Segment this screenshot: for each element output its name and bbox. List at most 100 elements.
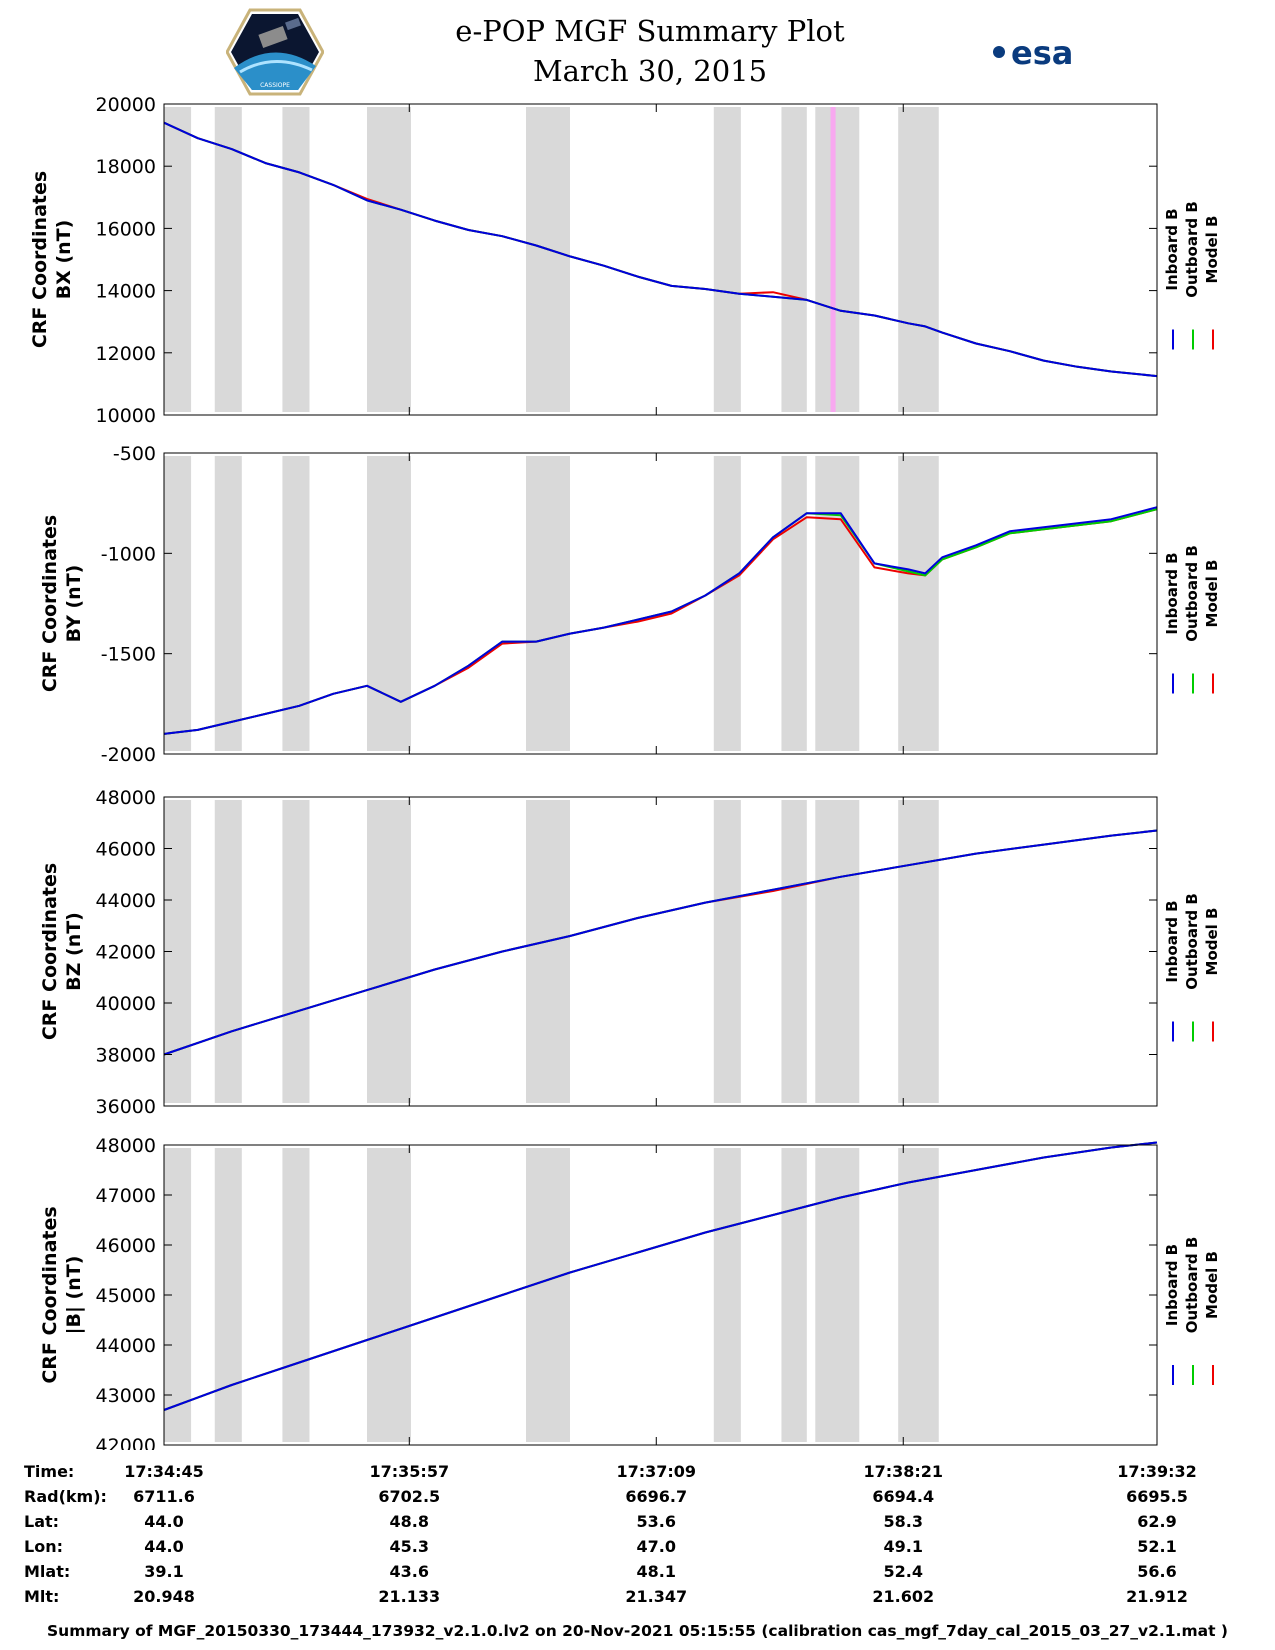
ephemeris-value: 47.0 — [636, 1537, 677, 1556]
y-tick-label: 12000 — [96, 343, 156, 365]
y-tick-label: 40000 — [96, 993, 156, 1015]
ephemeris-value: 6702.5 — [378, 1487, 441, 1506]
gap-band — [366, 1148, 411, 1442]
gap-band — [898, 1148, 939, 1442]
ephemeris-row-label: Lon: — [24, 1537, 63, 1556]
gap-band — [366, 107, 411, 412]
gap-band — [713, 1148, 741, 1442]
gap-band — [282, 456, 310, 751]
ephemeris-value: 53.6 — [636, 1512, 677, 1531]
esa-logo-text: esa — [1011, 34, 1073, 72]
y-axis-label: CRF Coordinates BY (nT) — [39, 515, 85, 692]
ephemeris-value: 45.3 — [389, 1537, 430, 1556]
series-model-b — [163, 1141, 1158, 1411]
ephemeris-value: 52.4 — [883, 1562, 923, 1581]
plot-date: March 30, 2015 — [532, 54, 768, 88]
legend-label: Outboard B — [1183, 201, 1201, 298]
gap-band — [815, 456, 860, 751]
ephemeris-value: 17:35:57 — [369, 1462, 450, 1481]
ephemeris-value: 44.0 — [144, 1537, 184, 1556]
ephemeris-value: 21.602 — [872, 1587, 935, 1606]
gap-band — [366, 456, 411, 751]
series-outboard-b — [163, 829, 1158, 1056]
ephemeris-value: 6711.6 — [133, 1487, 195, 1506]
y-tick-label: 20000 — [96, 94, 156, 116]
series-inboard-b — [163, 829, 1158, 1056]
y-tick-label: 44000 — [96, 890, 156, 912]
gap-band — [781, 456, 807, 751]
gap-band — [815, 1148, 860, 1442]
plot-frame — [163, 796, 1158, 1107]
legend-label: Model B — [1203, 560, 1221, 628]
panel-4: 48000 47000 46000 45000 44000 43000 42000 CRF C… — [39, 1135, 1221, 1450]
gap-band — [214, 1148, 242, 1442]
gap-band — [713, 107, 741, 412]
plot-frame — [163, 103, 1158, 416]
cassiope-logo: CASSIOPE — [225, 8, 325, 96]
series-inboard-b — [163, 506, 1158, 735]
y-tick-label: 18000 — [96, 156, 156, 178]
gap-band — [526, 800, 570, 1103]
ephemeris-value: 48.8 — [389, 1512, 430, 1531]
ephemeris-value: 21.912 — [1126, 1587, 1188, 1606]
ephemeris-value: 6694.4 — [872, 1487, 935, 1506]
ephemeris-value: 6695.5 — [1126, 1487, 1188, 1506]
legend-label: Inboard B — [1163, 552, 1181, 634]
ephemeris-value: 17:39:32 — [1117, 1462, 1197, 1481]
y-tick-label: 44000 — [96, 1335, 156, 1357]
ephemeris-value: 21.347 — [625, 1587, 688, 1606]
gap-band — [214, 107, 242, 412]
ephemeris-row-label: Rad(km): — [24, 1487, 107, 1506]
y-axis-label: CRF Coordinates |B| (nT) — [39, 1206, 85, 1383]
gap-band — [898, 800, 939, 1103]
gap-band — [781, 800, 807, 1103]
y-tick-label: 45000 — [96, 1285, 156, 1307]
gap-band — [282, 800, 310, 1103]
gap-band — [214, 800, 242, 1103]
y-tick-label: 48000 — [96, 1135, 156, 1157]
panel-3: 48000 46000 44000 42000 40000 38000 36000 CRF C… — [39, 787, 1221, 1118]
gap-band — [282, 1148, 310, 1442]
gap-band — [164, 456, 192, 751]
y-tick-label: -1500 — [101, 644, 156, 666]
y-tick-label: 10000 — [96, 405, 156, 427]
y-tick-label: -2000 — [101, 744, 156, 766]
y-axis-label: CRF Coordinates BX (nT) — [29, 171, 75, 348]
gap-band — [815, 800, 860, 1103]
ephemeris-value: 52.1 — [1137, 1537, 1177, 1556]
gap-band — [898, 456, 939, 751]
gap-band — [898, 107, 939, 412]
panel-1: 20000 18000 16000 14000 12000 10000 CRF Coordi… — [29, 94, 1221, 427]
ephemeris-value: 6696.7 — [625, 1487, 688, 1506]
ephemeris-value: 17:37:09 — [616, 1462, 697, 1481]
gap-band — [815, 107, 860, 412]
gap-band — [781, 107, 807, 412]
gap-band — [526, 107, 570, 412]
series-outboard-b — [163, 121, 1158, 378]
legend-label: Outboard B — [1183, 1237, 1201, 1334]
magnetometer-plots: 20000 18000 16000 14000 12000 10000 CRF Coordi… — [29, 94, 1221, 1450]
y-tick-label: 48000 — [96, 787, 156, 809]
panel-2: -500 -1000 -1500 -2000 CRF Coordinates BY (nT… — [39, 443, 1221, 766]
ephemeris-value: 56.6 — [1137, 1562, 1177, 1581]
gap-band — [781, 1148, 807, 1442]
y-tick-label: 42000 — [96, 1435, 156, 1450]
ephemeris-value: 49.1 — [883, 1537, 923, 1556]
series-inboard-b — [163, 121, 1158, 378]
ephemeris-value: 44.0 — [144, 1512, 184, 1531]
plot-frame — [163, 1144, 1158, 1446]
esa-logo: esa — [975, 30, 1095, 74]
gap-band — [713, 800, 741, 1103]
y-tick-label: 46000 — [96, 839, 156, 861]
ephemeris-value: 48.1 — [636, 1562, 677, 1581]
ephemeris-row-label: Mlat: — [24, 1562, 71, 1581]
ephemeris-row-label: Time: — [24, 1462, 75, 1481]
legend-label: Inboard B — [1163, 1244, 1181, 1326]
series-model-b — [163, 121, 1158, 378]
gap-band — [713, 456, 741, 751]
y-tick-label: 42000 — [96, 942, 156, 964]
y-tick-label: 14000 — [96, 281, 156, 303]
gap-band — [526, 1148, 570, 1442]
y-tick-label: 16000 — [96, 218, 156, 240]
summary-footer: Summary of MGF_20150330_173444_173932_v2… — [47, 1622, 1228, 1640]
